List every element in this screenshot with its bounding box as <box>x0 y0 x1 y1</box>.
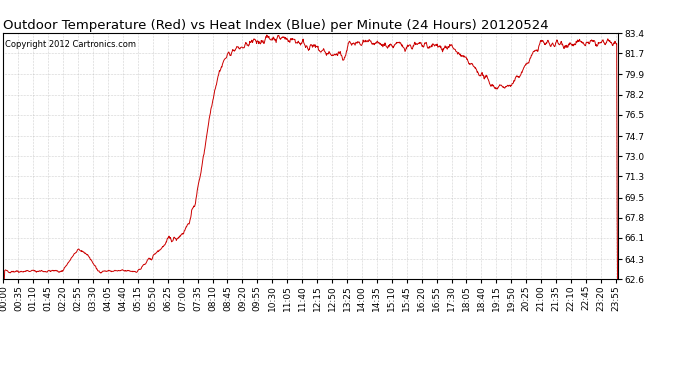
Text: Outdoor Temperature (Red) vs Heat Index (Blue) per Minute (24 Hours) 20120524: Outdoor Temperature (Red) vs Heat Index … <box>3 19 549 32</box>
Text: Copyright 2012 Cartronics.com: Copyright 2012 Cartronics.com <box>5 40 136 50</box>
